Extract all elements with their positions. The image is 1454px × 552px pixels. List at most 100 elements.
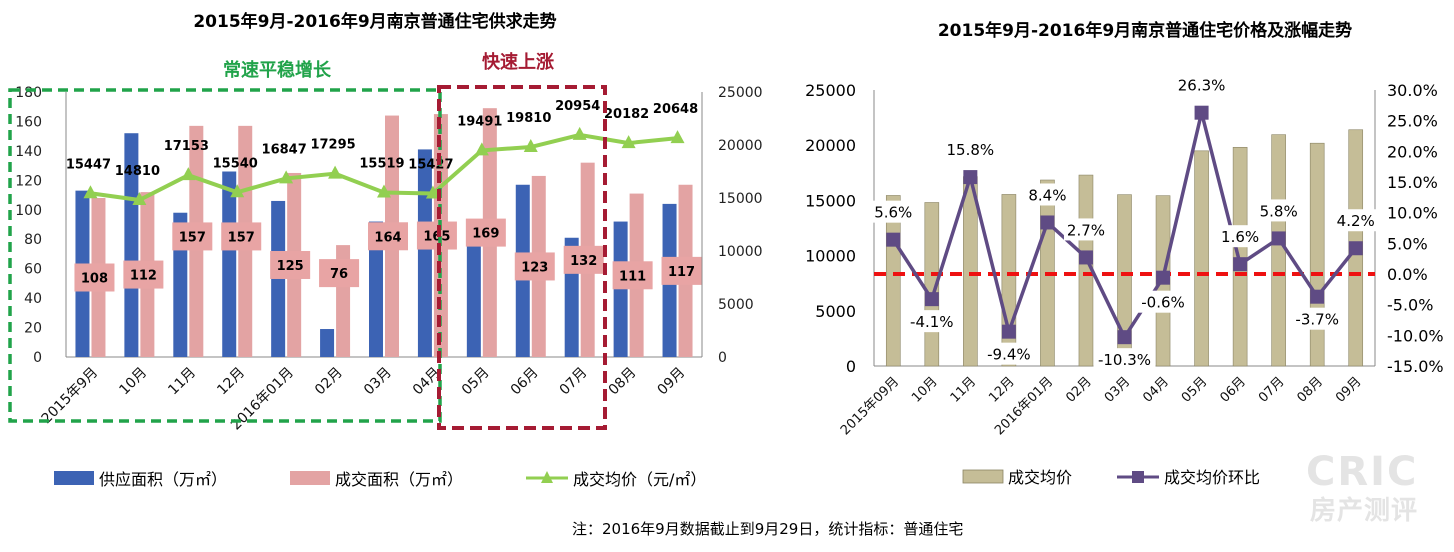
x-tick-label: 02月 xyxy=(312,365,346,399)
left-y-tick-label: 0 xyxy=(33,350,42,366)
deal-data-label: 165 xyxy=(423,230,450,245)
price-point xyxy=(425,185,440,199)
left-y-tick-label: 160 xyxy=(15,114,42,130)
legend-price-marker xyxy=(541,471,553,483)
mom-label-bg xyxy=(1218,225,1263,248)
mom-point xyxy=(1348,241,1363,256)
left-y-tick-label: 80 xyxy=(24,232,42,248)
avg-price-bar xyxy=(1309,142,1325,367)
price-data-label: 17295 xyxy=(310,138,355,153)
right-chart-left-tick: 5000 xyxy=(815,302,856,321)
supply-bar xyxy=(417,149,432,357)
right-y-tick-label: 25000 xyxy=(718,85,763,101)
mom-point xyxy=(1310,289,1325,304)
mom-point xyxy=(1117,330,1132,345)
price-data-label: 15540 xyxy=(213,156,258,171)
right-y-tick-label: 15000 xyxy=(718,191,763,207)
fast-phase-box xyxy=(437,85,607,430)
right-chart-left-tick: 25000 xyxy=(805,81,856,100)
x-tick-label: 09月 xyxy=(655,365,689,399)
mom-label-bg xyxy=(982,342,1036,365)
right-y-tick-label: 10000 xyxy=(718,244,763,260)
mom-data-label: 26.3% xyxy=(1178,77,1226,95)
price-point xyxy=(670,130,685,144)
deal-data-label: 108 xyxy=(81,272,108,287)
mom-label-bg xyxy=(1093,348,1156,371)
legend-mom-marker xyxy=(1132,471,1144,483)
price-point xyxy=(230,184,245,198)
mom-point xyxy=(1271,231,1286,246)
left-y-tick-label: 120 xyxy=(15,173,42,189)
price-data-label: 19491 xyxy=(457,114,502,129)
right-y-tick-label: 20000 xyxy=(718,138,763,154)
left-chart-title: 2015年9月-2016年9月南京普通住宅供求走势 xyxy=(193,11,556,32)
deal-label-box xyxy=(123,260,164,289)
left-y-tick-label: 60 xyxy=(24,262,42,278)
mom-data-label: 5.8% xyxy=(1260,202,1298,220)
x-tick-label: 08月 xyxy=(606,365,640,399)
left-y-tick-label: 100 xyxy=(15,203,42,219)
deal-label-box xyxy=(368,222,408,251)
mom-data-label: -0.6% xyxy=(1141,294,1185,312)
legend-deal-swatch xyxy=(290,471,330,485)
deal-data-label: 169 xyxy=(472,227,499,242)
right-chart-right-tick: -10.0% xyxy=(1387,326,1444,345)
avg-price-bar xyxy=(1001,194,1017,367)
deal-label-box xyxy=(612,261,653,290)
mom-data-label: 15.8% xyxy=(947,141,995,159)
left-y-tick-label: 20 xyxy=(24,321,42,337)
deal-label-box xyxy=(319,259,360,288)
mom-data-label: 8.4% xyxy=(1028,186,1066,204)
deal-label-box xyxy=(563,245,604,274)
mom-point xyxy=(924,292,939,307)
price-point xyxy=(83,185,98,199)
watermark-logo: CRIC xyxy=(1306,449,1419,495)
deal-label-box xyxy=(221,222,262,251)
right-x-tick-label: 2015年09月 xyxy=(838,374,902,438)
right-x-tick-label: 04月 xyxy=(1140,374,1171,405)
price-data-label: 20954 xyxy=(555,99,600,114)
legend-avg-price-swatch xyxy=(962,469,1004,484)
fast-phase-label: 快速上涨 xyxy=(482,51,554,73)
mom-point xyxy=(1233,257,1248,272)
x-tick-label: 10月 xyxy=(116,365,150,399)
deal-label-box xyxy=(465,218,506,247)
price-point xyxy=(572,126,587,140)
price-data-label: 15519 xyxy=(359,156,404,171)
mom-data-label: 5.6% xyxy=(874,204,912,222)
deal-data-label: 157 xyxy=(179,230,206,245)
mom-label-bg xyxy=(1290,307,1344,330)
right-x-tick-label: 02月 xyxy=(1063,374,1094,405)
steady-phase-label: 常速平稳增长 xyxy=(223,59,332,81)
price-data-label: 20648 xyxy=(653,102,698,117)
right-chart-left-tick: 20000 xyxy=(805,136,856,155)
mom-label-bg xyxy=(943,138,997,161)
right-x-tick-label: 06月 xyxy=(1217,374,1248,405)
x-tick-label: 11月 xyxy=(165,365,199,399)
supply-bar xyxy=(124,133,139,357)
deal-label-box xyxy=(74,263,115,292)
right-chart-left-tick: 0 xyxy=(846,357,856,376)
deal-data-label: 112 xyxy=(130,269,157,284)
price-point xyxy=(523,139,538,153)
deal-label-box xyxy=(514,252,555,281)
mom-label-bg xyxy=(905,310,959,333)
right-x-tick-label: 07月 xyxy=(1256,374,1287,405)
right-chart-right-tick: 25.0% xyxy=(1387,112,1438,131)
deal-data-label: 123 xyxy=(521,260,548,275)
right-chart-right-tick: 15.0% xyxy=(1387,173,1438,192)
legend-price-label: 成交均价（元/㎡） xyxy=(573,470,706,489)
avg-price-bar xyxy=(1271,134,1286,367)
right-x-tick-label: 09月 xyxy=(1333,374,1364,405)
left-y-tick-label: 40 xyxy=(24,291,42,307)
mom-point xyxy=(886,232,901,247)
right-y-tick-label: 0 xyxy=(718,350,727,366)
right-chart-right-tick: 0.0% xyxy=(1387,265,1428,284)
deal-label-box xyxy=(661,256,702,285)
right-chart-right-tick: 20.0% xyxy=(1387,142,1438,161)
left-y-tick-label: 140 xyxy=(15,144,42,160)
right-x-tick-label: 11月 xyxy=(948,374,979,405)
right-x-tick-label: 03月 xyxy=(1102,374,1133,405)
footnote: 注：2016年9月数据截止到9月29日，统计指标：普通住宅 xyxy=(572,520,964,538)
avg-price-bar xyxy=(1194,150,1209,367)
